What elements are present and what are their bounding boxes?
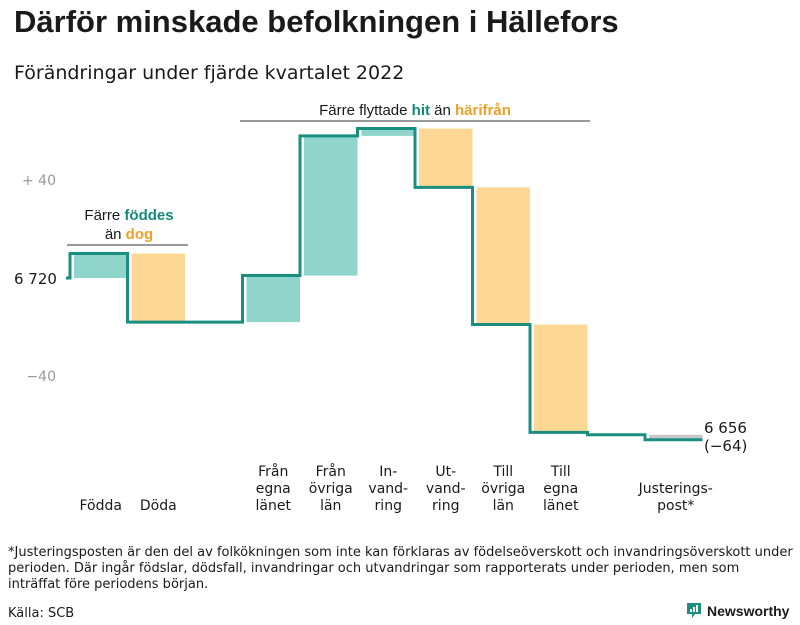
end-value-label: 6 656 xyxy=(704,419,747,437)
end-change-label: (−64) xyxy=(704,437,747,455)
brand-logo[interactable]: Newsworthy xyxy=(686,602,789,619)
bar xyxy=(419,128,473,188)
bar xyxy=(74,253,128,278)
category-label: länet xyxy=(543,498,579,514)
brand-name: Newsworthy xyxy=(707,602,790,619)
category-label: vand- xyxy=(368,481,408,497)
births-annotation-line1: Färre föddes xyxy=(84,207,173,224)
page-subtitle: Förändringar under fjärde kvartalet 2022 xyxy=(14,62,405,84)
bar xyxy=(361,128,415,136)
category-label: län xyxy=(493,498,514,514)
category-label: län xyxy=(320,498,341,514)
category-label: egna xyxy=(256,481,291,497)
category-label: övriga xyxy=(481,481,525,497)
bar xyxy=(649,434,703,440)
category-label: Justerings- xyxy=(638,481,713,497)
category-label: egna xyxy=(543,481,578,497)
category-label: Från xyxy=(316,463,346,480)
bar xyxy=(476,187,530,325)
migration-annotation: Färre flyttade hit än härifrån xyxy=(319,102,511,119)
category-label: ring xyxy=(432,498,459,514)
category-label: ring xyxy=(375,498,402,514)
bar xyxy=(246,275,300,323)
waterfall-line xyxy=(66,127,703,442)
category-label: Till xyxy=(550,464,571,480)
newsworthy-logo-icon xyxy=(687,603,701,618)
y-tick-label: + 40 xyxy=(22,173,56,189)
bar xyxy=(304,135,358,276)
start-value-label: 6 720 xyxy=(14,270,57,288)
category-label: Till xyxy=(492,464,513,480)
footnote: *Justeringsposten är den del av folkökni… xyxy=(8,545,793,592)
page-title: Därför minskade befolkningen i Hällefors xyxy=(14,4,619,39)
bar xyxy=(534,324,588,433)
category-label: länet xyxy=(256,498,292,514)
bar xyxy=(131,253,185,323)
category-label: Döda xyxy=(140,498,177,514)
category-label: Födda xyxy=(80,498,122,514)
category-label: Ut- xyxy=(435,464,456,480)
category-label: In- xyxy=(379,464,397,480)
category-label: övriga xyxy=(309,481,353,497)
y-tick-label: −40 xyxy=(26,369,56,385)
births-annotation-line2: än dog xyxy=(105,226,153,243)
source-text: Källa: SCB xyxy=(8,606,75,621)
category-label: vand- xyxy=(426,481,466,497)
category-label: Från xyxy=(258,463,288,480)
category-label: post* xyxy=(657,498,694,514)
